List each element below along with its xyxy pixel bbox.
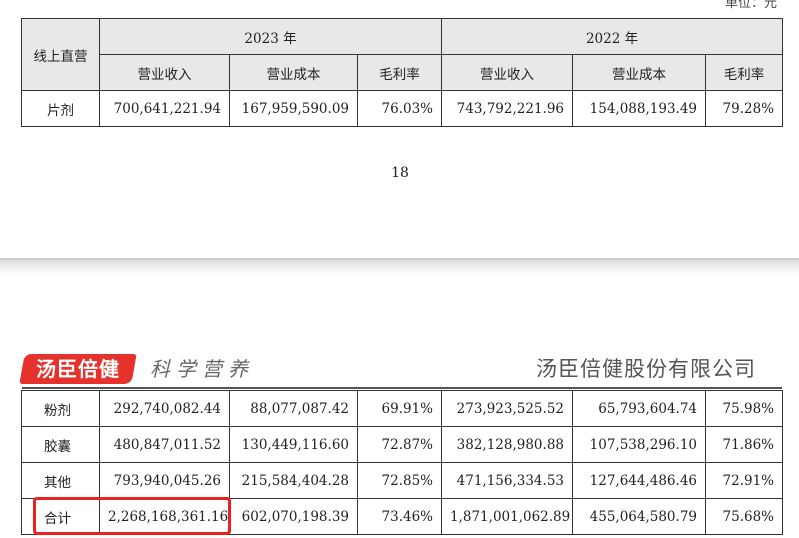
- company-name: 汤臣倍健股份有限公司: [536, 357, 756, 381]
- table-row: 其他 793,940,045.26 215,584,404.28 72.85% …: [21, 462, 783, 499]
- cell-value: 130,449,116.60: [229, 426, 358, 463]
- cell-value: 455,064,580.79: [572, 498, 706, 535]
- cell-value: 79.28%: [705, 90, 784, 127]
- cell-value: 75.98%: [705, 390, 783, 427]
- row-category: 胶囊: [21, 426, 100, 463]
- header-divider: [22, 387, 782, 389]
- cell-value: 793,940,045.26: [99, 462, 230, 499]
- revenue-table-top: 线上直营 2023 年 2022 年 营业收入 营业成本 毛利率 营业收入 营业…: [21, 18, 784, 127]
- cell-value: 480,847,011.52: [99, 426, 230, 463]
- cell-value: 72.85%: [357, 462, 442, 499]
- column-header: 营业成本: [572, 54, 707, 91]
- cell-value: 73.46%: [357, 498, 442, 535]
- brand-logo-text: 汤臣倍健: [36, 357, 120, 381]
- column-header: 营业成本: [229, 54, 358, 91]
- row-category: 粉剂: [21, 390, 100, 427]
- cell-value: 88,077,087.42: [229, 390, 358, 427]
- cell-value: 471,156,334.53: [441, 462, 573, 499]
- cell-value: 69.91%: [357, 390, 442, 427]
- column-header: 营业收入: [99, 54, 230, 91]
- table-row-total: 合计 2,268,168,361.16 602,070,198.39 73.46…: [21, 498, 783, 535]
- cell-value: 72.87%: [357, 426, 442, 463]
- revenue-table-bottom: 粉剂 292,740,082.44 88,077,087.42 69.91% 2…: [21, 390, 783, 535]
- cell-value: 154,088,193.49: [572, 90, 707, 127]
- cell-value: 602,070,198.39: [229, 498, 358, 535]
- column-header: 营业收入: [441, 54, 574, 91]
- page-break-line: [0, 258, 799, 260]
- table-row: 片剂 700,641,221.94 167,959,590.09 76.03% …: [21, 90, 784, 127]
- cell-value: 215,584,404.28: [229, 462, 358, 499]
- row-category: 其他: [21, 462, 100, 499]
- brand-slogan: 科学营养: [150, 357, 254, 381]
- channel-header: 线上直营: [21, 18, 100, 91]
- brand-logo: 汤臣倍健: [19, 354, 137, 384]
- column-header: 毛利率: [356, 54, 443, 91]
- cell-value: 1,871,001,062.89: [441, 498, 573, 535]
- cell-value: 75.68%: [705, 498, 783, 535]
- cell-value: 107,538,296.10: [572, 426, 706, 463]
- table-row: 粉剂 292,740,082.44 88,077,087.42 69.91% 2…: [21, 390, 783, 427]
- highlight-box: [33, 497, 231, 535]
- table-row: 胶囊 480,847,011.52 130,449,116.60 72.87% …: [21, 426, 783, 463]
- cell-value: 76.03%: [356, 90, 443, 127]
- row-category: 片剂: [21, 90, 100, 127]
- year-header-2022: 2022 年: [441, 18, 784, 55]
- cell-value: 65,793,604.74: [572, 390, 706, 427]
- cell-value: 700,641,221.94: [99, 90, 230, 127]
- cell-value: 72.91%: [705, 462, 783, 499]
- page-break: [0, 258, 799, 276]
- column-header: 毛利率: [705, 54, 784, 91]
- cell-value: 127,644,486.46: [572, 462, 706, 499]
- cell-value: 743,792,221.96: [441, 90, 574, 127]
- unit-label: 单位：元: [725, 0, 778, 11]
- cell-value: 71.86%: [705, 426, 783, 463]
- year-header-2023: 2023 年: [98, 18, 443, 55]
- page-number: 18: [391, 165, 409, 181]
- cell-value: 167,959,590.09: [229, 90, 358, 127]
- cell-value: 273,923,525.52: [441, 390, 573, 427]
- cell-value: 382,128,980.88: [441, 426, 573, 463]
- cell-value: 292,740,082.44: [99, 390, 230, 427]
